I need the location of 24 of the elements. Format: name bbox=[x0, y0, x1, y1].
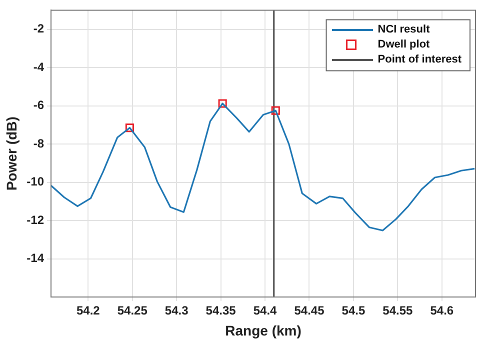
y-tick-label: -4 bbox=[33, 60, 44, 74]
point bbox=[271, 106, 280, 115]
x-tick-label: 54.55 bbox=[382, 304, 414, 318]
x-tick-label: 54.3 bbox=[164, 304, 189, 318]
y-tick-label: -6 bbox=[33, 98, 44, 112]
x-tick-label: 54.45 bbox=[294, 304, 325, 318]
x-tick-label: 54.35 bbox=[206, 304, 236, 318]
x-tick-label: 54.6 bbox=[430, 304, 454, 318]
legend-label: NCI result bbox=[378, 24, 430, 36]
y-tick-label: -12 bbox=[26, 212, 44, 227]
y-axis-title: Power (dB) bbox=[3, 116, 20, 191]
point bbox=[125, 124, 134, 132]
y-tick-label: -14 bbox=[26, 251, 44, 266]
x-axis-title: Range (km) bbox=[225, 322, 302, 338]
y-tick-label: -2 bbox=[33, 22, 44, 36]
y-tick-label: -8 bbox=[33, 136, 44, 150]
x-tick-label: 54.2 bbox=[76, 304, 100, 318]
y-tick-label: -10 bbox=[26, 174, 44, 189]
x-tick-label: 54.5 bbox=[342, 304, 366, 318]
x-tick-label: 54.25 bbox=[117, 304, 148, 318]
legend-label: Dwell plot bbox=[378, 38, 430, 51]
x-tick-label: 54.4 bbox=[253, 304, 278, 318]
legend-label: Point of interest bbox=[378, 54, 462, 66]
point bbox=[218, 99, 227, 108]
